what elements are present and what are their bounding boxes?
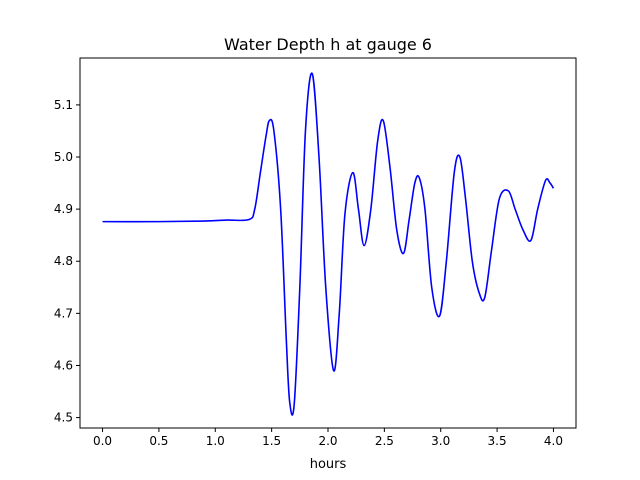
y-tick-label: 5.0 bbox=[54, 150, 73, 164]
x-tick-label: 1.0 bbox=[206, 434, 225, 448]
x-tick-label: 1.5 bbox=[262, 434, 281, 448]
series-line-0 bbox=[102, 72, 555, 416]
x-tick-label: 4.0 bbox=[544, 434, 563, 448]
x-tick-label: 2.5 bbox=[375, 434, 394, 448]
y-tick-label: 5.1 bbox=[54, 98, 73, 112]
x-tick-label: 3.0 bbox=[431, 434, 450, 448]
x-tick-label: 0.0 bbox=[93, 434, 112, 448]
plot-frame bbox=[79, 57, 577, 429]
y-tick-label: 4.5 bbox=[54, 411, 73, 425]
y-axis: 4.5 4.6 4.7 4.8 4.9 5.0 5.1 bbox=[54, 98, 80, 425]
y-tick-label: 4.8 bbox=[54, 254, 73, 268]
chart-title: Water Depth h at gauge 6 bbox=[224, 35, 432, 54]
y-tick-label: 4.9 bbox=[54, 202, 73, 216]
y-tick-label: 4.7 bbox=[54, 306, 73, 320]
x-axis-label: hours bbox=[310, 457, 347, 472]
x-tick-label: 3.5 bbox=[488, 434, 507, 448]
x-tick-label: 0.5 bbox=[149, 434, 168, 448]
y-tick-label: 4.6 bbox=[54, 358, 73, 372]
plot-area bbox=[102, 72, 555, 416]
x-tick-label: 2.0 bbox=[318, 434, 337, 448]
x-axis: 0.0 0.5 1.0 1.5 2.0 2.5 3.0 3.5 4.0 bbox=[93, 428, 563, 448]
